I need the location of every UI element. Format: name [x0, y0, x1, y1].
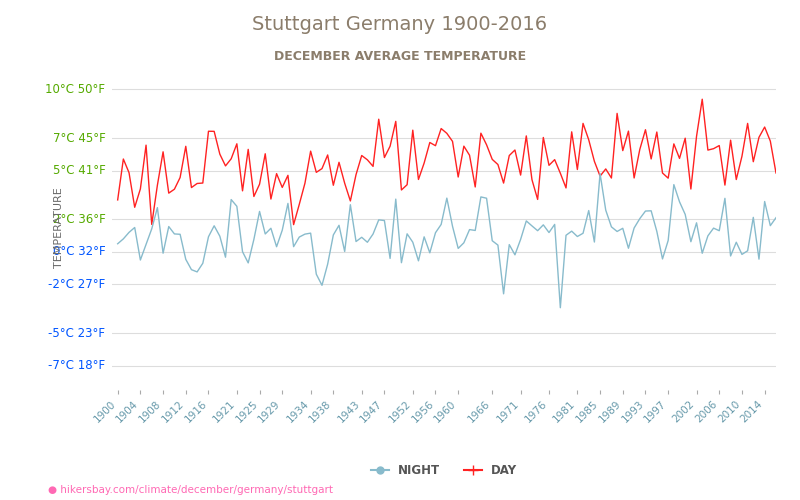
Text: 2°C 36°F: 2°C 36°F	[53, 213, 106, 226]
Text: ● hikersbay.com/climate/december/germany/stuttgart: ● hikersbay.com/climate/december/germany…	[48, 485, 333, 495]
Text: -2°C 27°F: -2°C 27°F	[48, 278, 106, 291]
Text: 10°C 50°F: 10°C 50°F	[46, 83, 106, 96]
Text: 0°C 32°F: 0°C 32°F	[53, 246, 106, 258]
Text: DECEMBER AVERAGE TEMPERATURE: DECEMBER AVERAGE TEMPERATURE	[274, 50, 526, 63]
Text: 7°C 45°F: 7°C 45°F	[53, 132, 106, 144]
Text: TEMPERATURE: TEMPERATURE	[54, 187, 64, 268]
Text: 5°C 41°F: 5°C 41°F	[53, 164, 106, 177]
Legend: NIGHT, DAY: NIGHT, DAY	[366, 459, 522, 481]
Text: -7°C 18°F: -7°C 18°F	[48, 359, 106, 372]
Text: Stuttgart Germany 1900-2016: Stuttgart Germany 1900-2016	[253, 15, 547, 34]
Text: -5°C 23°F: -5°C 23°F	[48, 326, 106, 340]
